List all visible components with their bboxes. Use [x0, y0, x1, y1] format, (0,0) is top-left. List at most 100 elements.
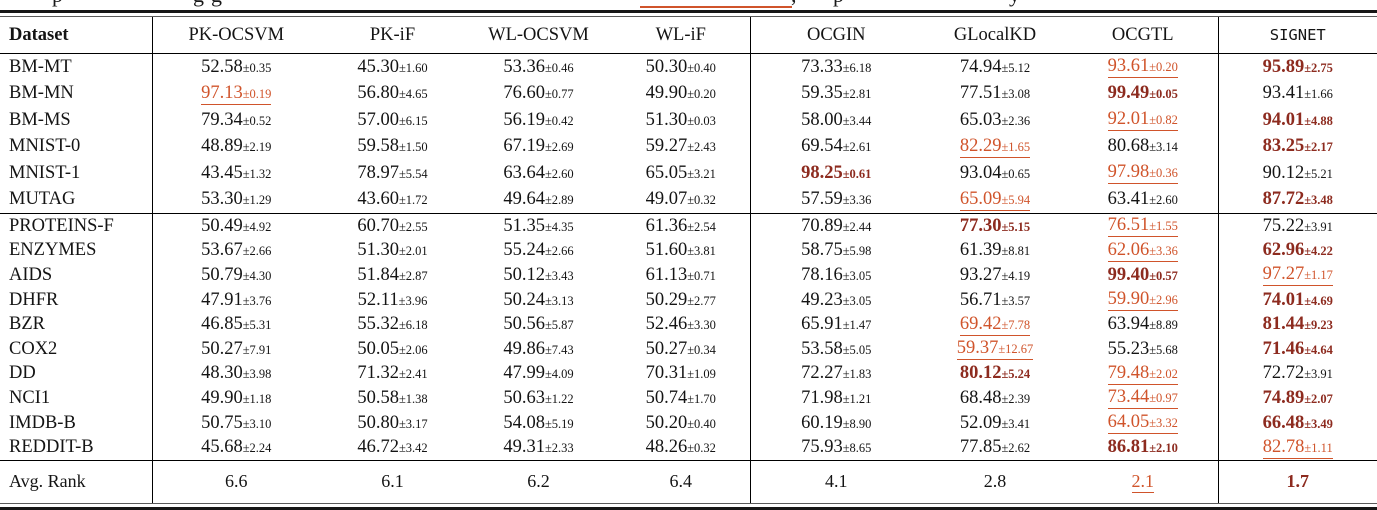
score-stddev: ±3.21 [687, 166, 716, 181]
score-cell: 59.35±2.81 [750, 81, 922, 108]
score-cell-content: 50.05±2.06 [357, 340, 427, 359]
score-cell: 46.72±3.42 [320, 435, 465, 460]
caption-descender-fragment: y [1009, 0, 1020, 6]
score-cell: 86.81±2.10 [1068, 435, 1219, 461]
score-stddev: ±5.12 [1001, 60, 1031, 75]
score-cell: 80.68±3.14 [1068, 133, 1219, 160]
score-stddev: ±2.77 [687, 293, 716, 308]
score-cell-content: 50.58±1.38 [357, 389, 427, 408]
score-cell: 50.58±1.38 [320, 386, 465, 411]
score-value: 65.09 [959, 188, 1002, 209]
score-cell-content: 59.37±12.67 [956, 339, 1034, 361]
score-stddev: ±2.43 [687, 140, 716, 155]
score-stddev: ±0.05 [1149, 87, 1178, 102]
score-cell: 48.30±3.98 [152, 362, 320, 387]
score-cell-content: 68.48±2.39 [960, 389, 1030, 408]
score-value: 53.36 [503, 56, 545, 77]
score-cell-content: 51.35±4.35 [503, 217, 573, 236]
score-cell: 49.07±0.32 [612, 186, 751, 214]
score-cell: 67.19±2.69 [465, 134, 612, 161]
avg-rank-value: 6.2 [527, 471, 550, 492]
score-stddev: ±3.44 [842, 113, 872, 128]
score-cell: 77.51±3.08 [922, 81, 1068, 108]
score-value: 46.85 [201, 314, 243, 335]
score-cell: 57.59±3.36 [750, 187, 922, 214]
table-row-mutag: MUTAG 53.30±1.29 43.60±1.72 49.64±2.89 49.07… [0, 186, 1377, 214]
score-cell-content: 50.29±2.77 [646, 290, 716, 310]
score-value: 58.75 [801, 240, 843, 261]
score-cell: 65.03±2.36 [922, 107, 1068, 134]
score-cell-content: 65.09±5.94 [959, 188, 1031, 211]
score-stddev: ±1.18 [242, 391, 272, 406]
score-cell-content: 72.27±1.83 [801, 364, 871, 383]
score-cell-content: 90.12±5.21 [1263, 164, 1333, 183]
score-stddev: ±3.76 [242, 293, 272, 308]
score-cell: 73.33±6.18 [750, 54, 922, 81]
table-row-enzymes: ENZYMES 53.67±2.66 51.30±2.01 55.24±2.66 51.… [0, 238, 1377, 264]
score-cell-content: 93.61±0.20 [1107, 57, 1178, 79]
score-stddev: ±2.06 [398, 342, 428, 357]
score-cell: 50.29±2.77 [612, 287, 751, 313]
score-cell-content: 48.26±0.32 [646, 438, 716, 457]
score-value: 90.12 [1262, 162, 1305, 183]
results-table-header: Dataset PK-OCSVM PK-iF WL-OCSVM WL-iF OCGIN GL… [0, 17, 1377, 54]
score-stddev: ±2.60 [544, 166, 574, 181]
score-cell: 50.63±1.22 [465, 386, 612, 411]
score-stddev: ±2.61 [842, 140, 872, 155]
score-cell-content: 97.98±0.36 [1107, 163, 1178, 185]
avg-rank-cell: 6.4 [612, 460, 751, 503]
score-cell-content: 50.75±3.10 [201, 413, 271, 433]
results-block-molecule: BM-MT 52.58±0.35 45.30±1.60 53.36±0.46 50.30… [0, 53, 1377, 214]
score-stddev: ±1.17 [1304, 268, 1333, 283]
score-cell: 56.71±3.57 [922, 288, 1068, 313]
score-value: 52.46 [645, 314, 688, 335]
score-value: 62.06 [1107, 239, 1150, 260]
score-cell-content: 54.08±5.19 [503, 413, 573, 433]
score-value: 53.58 [801, 338, 843, 359]
score-value: 48.30 [201, 363, 243, 384]
score-stddev: ±3.48 [1304, 193, 1333, 208]
table-row-nci1: NCI1 49.90±1.18 50.58±1.38 50.63±1.22 50.74±… [0, 386, 1377, 411]
score-stddev: ±5.54 [398, 166, 428, 181]
score-stddev: ±2.24 [242, 441, 272, 456]
score-cell-content: 63.41±2.60 [1108, 190, 1178, 209]
score-value: 76.51 [1107, 215, 1150, 236]
score-cell-content: 73.44±0.97 [1107, 388, 1178, 410]
score-value: 66.48 [1262, 412, 1305, 433]
dataset-name: DHFR [0, 287, 153, 313]
score-cell-content: 55.24±2.66 [503, 241, 573, 260]
caption-descender-fragment: p [52, 0, 63, 6]
score-cell-content: 51.84±2.87 [357, 266, 427, 285]
score-stddev: ±2.36 [1001, 113, 1031, 128]
avg-rank-footer: Avg. Rank 6.6 6.1 6.2 6.4 4.1 2.8 2.1 1.7 [0, 460, 1377, 503]
dataset-name: NCI1 [0, 386, 153, 411]
score-value: 55.23 [1107, 338, 1150, 359]
score-stddev: ±1.72 [398, 193, 428, 208]
score-cell-content: 49.23±3.05 [801, 290, 871, 310]
score-value: 45.30 [357, 56, 399, 77]
score-value: 65.05 [645, 162, 688, 183]
score-cell-content: 76.51±1.55 [1107, 215, 1178, 238]
score-stddev: ±2.96 [1149, 293, 1178, 308]
citation-link-fragment[interactable] [640, 6, 792, 8]
score-stddev: ±3.91 [1304, 367, 1333, 382]
score-value: 61.13 [645, 264, 688, 285]
score-value: 93.04 [959, 162, 1002, 183]
score-cell-content: 92.01±0.82 [1107, 110, 1178, 132]
dataset-name: REDDIT-B [0, 435, 153, 461]
score-cell: 97.27±1.17 [1218, 263, 1377, 288]
score-cell: 51.60±3.81 [612, 238, 751, 264]
score-cell: 55.24±2.66 [465, 239, 612, 264]
score-cell-content: 69.42±7.78 [959, 314, 1031, 336]
score-cell-content: 98.25±0.61 [801, 164, 871, 183]
score-cell-content: 50.12±3.43 [503, 266, 573, 285]
table-row-proteins-f: PROTEINS-F 50.49±4.92 60.70±2.55 51.35±4.35… [0, 213, 1377, 239]
score-cell: 50.56±5.87 [465, 312, 612, 337]
score-value: 63.41 [1107, 189, 1150, 210]
dataset-name: MNIST-0 [0, 133, 153, 160]
caption-descender-fragment: p [833, 0, 844, 6]
score-value: 43.45 [201, 162, 243, 183]
score-cell-content: 43.60±1.72 [357, 190, 427, 209]
score-cell: 50.12±3.43 [465, 263, 612, 288]
score-cell-content: 55.23±5.68 [1108, 340, 1178, 359]
